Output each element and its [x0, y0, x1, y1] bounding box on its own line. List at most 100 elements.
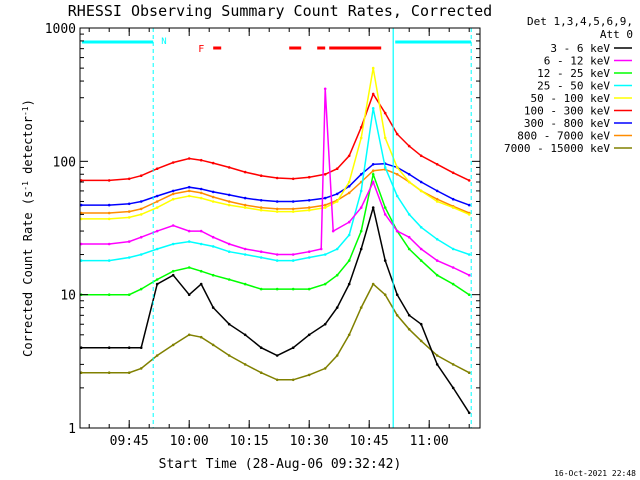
series-1-point: [359, 206, 363, 209]
series-1-point: [467, 273, 471, 277]
series-5-point: [171, 161, 175, 164]
series-8-point: [371, 282, 375, 286]
x-tick-label: 09:45: [110, 434, 149, 449]
series-4-point: [243, 206, 247, 209]
series-4-point: [199, 196, 203, 200]
series-8-point: [291, 378, 295, 382]
series-2-point: [127, 293, 131, 297]
series-1-point: [139, 235, 143, 239]
series-line-1: [81, 88, 470, 276]
series-3-point: [383, 166, 387, 169]
legend-label: 12 - 25 keV: [537, 67, 610, 80]
series-6-point: [335, 192, 339, 196]
series-6-point: [323, 196, 327, 200]
series-2-point: [139, 287, 143, 291]
series-3-point: [187, 240, 191, 243]
series-1-point: [275, 253, 279, 256]
series-0-point: [187, 293, 191, 297]
series-0-point: [307, 333, 311, 337]
series-2-point: [155, 278, 159, 281]
series-4-point: [107, 217, 111, 221]
series-3-point: [371, 107, 375, 110]
night-flag-label: N: [161, 37, 166, 47]
series-0-point: [323, 322, 327, 326]
series-5-point: [139, 174, 143, 177]
y-axis-label-main: Corrected Count Rate (s: [21, 191, 35, 357]
y-tick-label: 1: [68, 422, 76, 437]
series-2-point: [335, 273, 339, 277]
series-5-point: [383, 111, 387, 115]
series-8-point: [155, 354, 159, 357]
series-4-point: [259, 208, 263, 212]
series-1-point: [383, 213, 387, 216]
series-7-point: [291, 207, 295, 211]
series-0-point: [227, 322, 231, 326]
series-8-point: [139, 367, 143, 370]
x-tick-label: 10:30: [290, 434, 329, 449]
series-0-point: [467, 411, 471, 415]
series-5-point: [211, 161, 215, 165]
series-3-point: [407, 213, 411, 216]
series-6-point: [435, 189, 439, 193]
legend-label: 3 - 6 keV: [550, 42, 610, 55]
series-6-point: [467, 203, 471, 207]
series-3-point: [435, 238, 439, 241]
legend-label: 300 - 800 keV: [524, 117, 610, 130]
series-3-point: [259, 256, 263, 259]
series-6-point: [199, 187, 203, 191]
y-tick-label: 100: [53, 155, 76, 170]
series-8-point: [395, 314, 399, 317]
series-5-point: [395, 132, 399, 136]
series-1-point: [291, 253, 295, 256]
series-8-point: [435, 354, 439, 357]
series-3-point: [155, 247, 159, 251]
series-0-point: [291, 346, 295, 350]
timestamp: 16-Oct-2021 22:48: [554, 469, 636, 478]
series-3-point: [227, 250, 231, 253]
series-0-point: [199, 282, 203, 286]
series-1-point: [407, 235, 411, 239]
series-2-point: [383, 206, 387, 209]
series-8-point: [307, 373, 311, 377]
series-1-point: [435, 259, 439, 262]
series-2-point: [187, 266, 191, 269]
series-2-point: [323, 282, 327, 286]
series-6-point: [371, 163, 375, 166]
series-5-point: [347, 154, 351, 158]
series-layer: [79, 66, 471, 415]
plot-frame: [79, 27, 481, 429]
series-3-point: [347, 233, 351, 237]
series-6-point: [155, 194, 159, 198]
series-6-point: [407, 173, 411, 176]
series-1-point: [127, 240, 131, 243]
series-0-point: [347, 282, 351, 286]
flare-flag-label: F: [198, 44, 204, 55]
series-4-point: [323, 206, 327, 209]
series-1-point: [451, 266, 455, 269]
series-0-point: [395, 293, 399, 297]
series-1-point: [227, 242, 231, 246]
legend-header-line2: Att 0: [600, 28, 633, 41]
series-7-point: [371, 169, 375, 172]
series-8-point: [187, 333, 191, 337]
series-2-point: [359, 229, 363, 233]
series-4-point: [395, 166, 399, 169]
series-7-point: [347, 191, 351, 195]
series-1-point: [171, 224, 175, 227]
series-4-point: [419, 189, 423, 193]
series-8-point: [199, 335, 203, 339]
series-5-point: [359, 126, 363, 129]
series-2-point: [275, 287, 279, 291]
series-5-point: [227, 166, 231, 169]
series-4-point: [79, 217, 83, 221]
series-5-point: [335, 167, 339, 170]
series-5-point: [371, 92, 375, 96]
legend-label: 50 - 100 keV: [531, 92, 611, 105]
series-6-point: [171, 189, 175, 193]
series-1-point: [79, 242, 83, 246]
series-0-point: [259, 346, 263, 350]
series-0-point: [243, 333, 247, 337]
series-7-point: [79, 211, 83, 215]
series-1-point: [107, 242, 111, 246]
